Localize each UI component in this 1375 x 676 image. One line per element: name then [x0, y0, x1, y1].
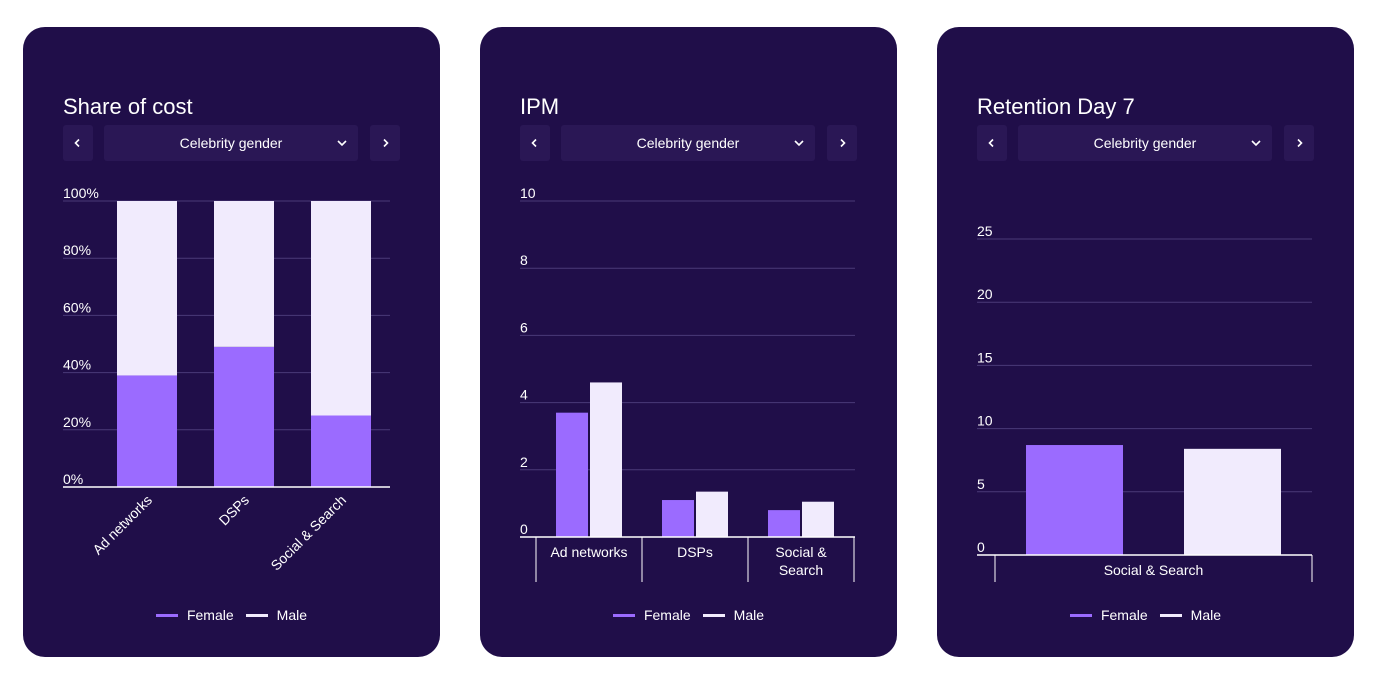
bar-male-dsps — [214, 201, 274, 347]
bar-female-social-search — [1026, 445, 1123, 555]
card-title: IPM — [520, 94, 560, 119]
dimension-select[interactable]: Celebrity gender — [1018, 125, 1272, 161]
y-tick-label: 40% — [63, 357, 91, 373]
x-tick-label-line: Ad networks — [550, 544, 627, 560]
x-tick-label: Social & Search — [267, 492, 349, 574]
x-tick-label: Ad networks — [550, 544, 627, 560]
chevron-left-icon — [531, 138, 537, 148]
legend-swatch-female — [1069, 613, 1092, 617]
share-of-cost-chart: 0% 20% 40% 60% 80% 100% Ad networks DSPs Social … — [63, 185, 390, 574]
x-tick-label: DSPs — [215, 492, 252, 529]
bar-female-ad-networks — [556, 412, 588, 537]
card-title: Retention Day 7 — [977, 94, 1135, 119]
bar-male-social-search — [311, 201, 371, 416]
chevron-right-icon — [840, 138, 846, 148]
ipm-chart: 0 2 4 6 8 10 Ad networks DSPs Social & Search — [520, 185, 855, 582]
dimension-select-value: Celebrity gender — [1093, 135, 1197, 151]
y-tick-label: 80% — [63, 242, 91, 258]
retention-day-7-chart: 0 5 10 15 20 25 Social & Search — [977, 223, 1313, 582]
card-ipm: IPM Celebrity gender 0 2 4 6 8 10 Ad networks D… — [480, 27, 897, 657]
y-tick-label: 5 — [977, 476, 985, 492]
bar-female-ad-networks — [117, 375, 177, 487]
dimension-select[interactable]: Celebrity gender — [104, 125, 358, 161]
y-tick-label: 2 — [520, 454, 528, 470]
legend-swatch-female — [612, 613, 635, 617]
card-title: Share of cost — [63, 94, 193, 119]
legend-label-male: Male — [733, 607, 765, 623]
x-tick-label-line: DSPs — [677, 544, 713, 560]
previous-button[interactable] — [520, 125, 550, 161]
previous-button[interactable] — [63, 125, 93, 161]
legend-item-female[interactable]: Female — [1069, 607, 1148, 623]
y-tick-label: 100% — [63, 185, 99, 201]
card-share-of-cost: Share of cost Celebrity gender 0% 20% 40% 6… — [23, 27, 440, 657]
legend-item-female[interactable]: Female — [155, 607, 234, 623]
y-tick-label: 0 — [977, 539, 985, 555]
y-tick-label: 10 — [520, 185, 536, 201]
x-tick-label-line: Social & — [775, 544, 827, 560]
legend-item-male[interactable]: Male — [1159, 607, 1222, 623]
dimension-select-value: Celebrity gender — [179, 135, 283, 151]
chevron-down-icon — [337, 140, 347, 147]
y-tick-label: 20% — [63, 414, 91, 430]
dimension-select[interactable]: Celebrity gender — [561, 125, 815, 161]
legend: Female Male — [23, 607, 440, 623]
chevron-left-icon — [74, 138, 80, 148]
y-tick-label: 6 — [520, 319, 528, 335]
bar-male-social-search — [802, 501, 834, 537]
bar-male-dsps — [696, 491, 728, 537]
y-tick-label: 25 — [977, 223, 993, 239]
next-button[interactable] — [827, 125, 857, 161]
bar-male-ad-networks — [117, 201, 177, 376]
y-tick-label: 8 — [520, 252, 528, 268]
y-tick-label: 15 — [977, 349, 993, 365]
x-tick-label: DSPs — [677, 544, 713, 560]
y-tick-label: 4 — [520, 387, 528, 403]
legend-item-male[interactable]: Male — [245, 607, 308, 623]
bar-female-social-search — [768, 510, 800, 537]
dimension-select-value: Celebrity gender — [636, 135, 740, 151]
legend-label-female: Female — [186, 607, 234, 623]
y-tick-label: 60% — [63, 299, 91, 315]
chevron-left-icon — [988, 138, 994, 148]
legend-item-female[interactable]: Female — [612, 607, 691, 623]
chevron-right-icon — [383, 138, 389, 148]
y-tick-label: 20 — [977, 286, 993, 302]
bar-female-dsps — [214, 346, 274, 487]
legend-swatch-male — [702, 613, 725, 617]
y-tick-label: 0% — [63, 471, 83, 487]
legend-swatch-male — [245, 613, 268, 617]
x-tick-label: Social & Search — [775, 544, 827, 578]
chevron-down-icon — [1251, 140, 1261, 147]
bar-female-social-search — [311, 415, 371, 487]
bar-male-ad-networks — [590, 382, 622, 537]
x-tick-label-line: Search — [779, 562, 823, 578]
bar-male-social-search — [1184, 448, 1281, 555]
card-retention-day-7: Retention Day 7 Celebrity gender 0 5 10 15 2… — [937, 27, 1354, 657]
legend: Female Male — [480, 607, 897, 623]
legend-item-male[interactable]: Male — [702, 607, 765, 623]
y-tick-label: 10 — [977, 413, 993, 429]
previous-button[interactable] — [977, 125, 1007, 161]
legend-label-female: Female — [643, 607, 691, 623]
x-tick-label: Ad networks — [89, 492, 155, 558]
legend-swatch-female — [155, 613, 178, 617]
chevron-right-icon — [1297, 138, 1303, 148]
chevron-down-icon — [794, 140, 804, 147]
next-button[interactable] — [370, 125, 400, 161]
y-tick-label: 0 — [520, 521, 528, 537]
next-button[interactable] — [1284, 125, 1314, 161]
x-tick-label: Social & Search — [1104, 562, 1204, 578]
legend-swatch-male — [1159, 613, 1182, 617]
bar-female-dsps — [662, 500, 694, 537]
legend-label-male: Male — [1190, 607, 1222, 623]
legend-label-female: Female — [1100, 607, 1148, 623]
legend-label-male: Male — [276, 607, 308, 623]
legend: Female Male — [937, 607, 1354, 623]
